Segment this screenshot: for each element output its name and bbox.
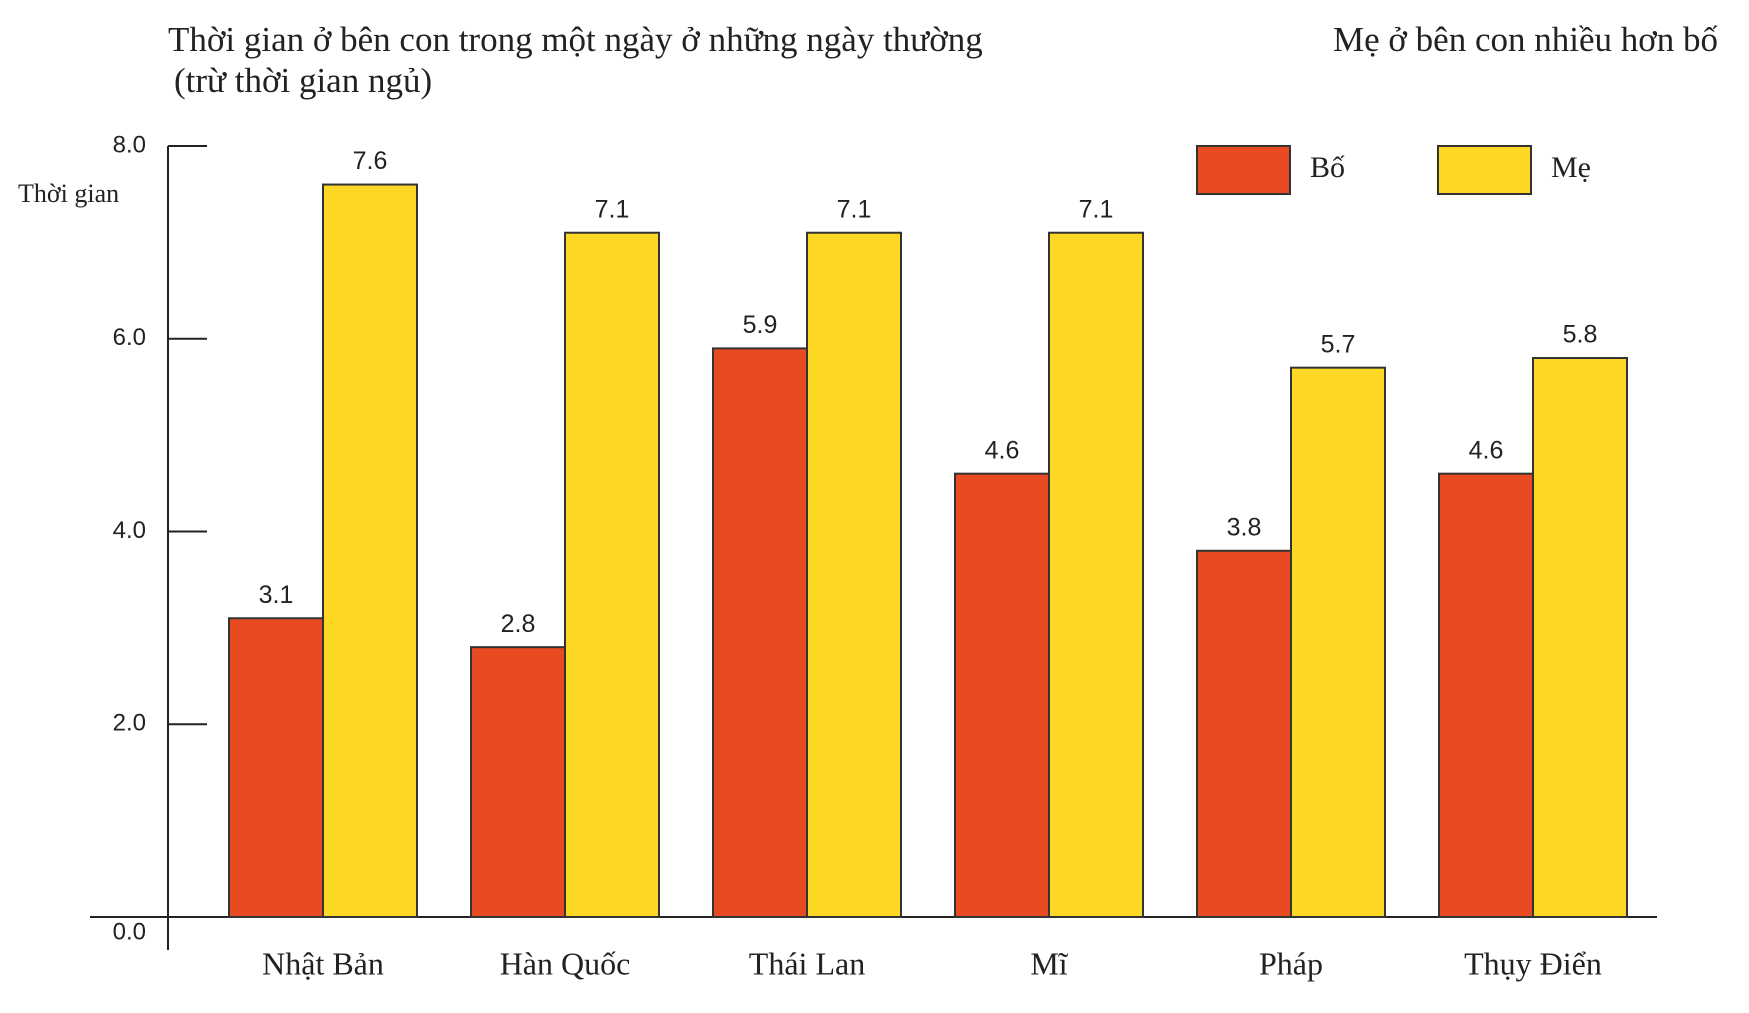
y-tick-label: 2.0 [113, 710, 146, 737]
chart-title: Thời gian ở bên con trong một ngày ở nhữ… [168, 20, 983, 59]
chart-subtitle: (trừ thời gian ngủ) [174, 61, 432, 100]
bar [1290, 366, 1386, 919]
value-label: 7.6 [353, 147, 388, 175]
value-label: 3.1 [259, 581, 294, 609]
value-label: 5.8 [1563, 321, 1598, 349]
bar [806, 231, 902, 919]
legend-label: Bố [1310, 151, 1345, 184]
legend-swatch [1437, 145, 1532, 195]
bar [564, 231, 660, 919]
value-label: 7.1 [1079, 195, 1114, 223]
y-tick-label: 0.0 [113, 918, 146, 945]
value-label: 3.8 [1227, 513, 1262, 541]
value-label: 5.7 [1321, 330, 1356, 358]
x-tick-label: Thái Lan [749, 945, 865, 981]
x-tick-label: Nhật Bản [262, 945, 384, 981]
bar [712, 347, 808, 918]
annotation: Mẹ ở bên con nhiều hơn bố [1333, 20, 1718, 59]
bar [1438, 472, 1534, 918]
y-tick-label: 4.0 [113, 517, 146, 544]
bar [1048, 231, 1144, 919]
value-label: 7.1 [837, 195, 872, 223]
x-tick-label: Thụy Điển [1464, 945, 1602, 981]
value-label: 4.6 [1469, 436, 1504, 464]
bar [322, 183, 418, 919]
x-tick-label: Mĩ [1030, 945, 1068, 981]
y-axis-label: Thời gian [18, 179, 119, 208]
legend-swatch [1196, 145, 1291, 195]
legend-label: Mẹ [1551, 151, 1591, 184]
bar [954, 472, 1050, 918]
x-tick-label: Hàn Quốc [500, 945, 631, 981]
value-label: 2.8 [501, 610, 536, 638]
x-tick-label: Pháp [1259, 945, 1323, 981]
bar [1532, 357, 1628, 918]
value-label: 4.6 [985, 436, 1020, 464]
value-label: 7.1 [595, 195, 630, 223]
bar [470, 646, 566, 919]
y-tick-label: 6.0 [113, 324, 146, 351]
bar [228, 617, 324, 918]
y-tick-label: 8.0 [113, 131, 146, 158]
bar [1196, 549, 1292, 919]
value-label: 5.9 [743, 311, 778, 339]
